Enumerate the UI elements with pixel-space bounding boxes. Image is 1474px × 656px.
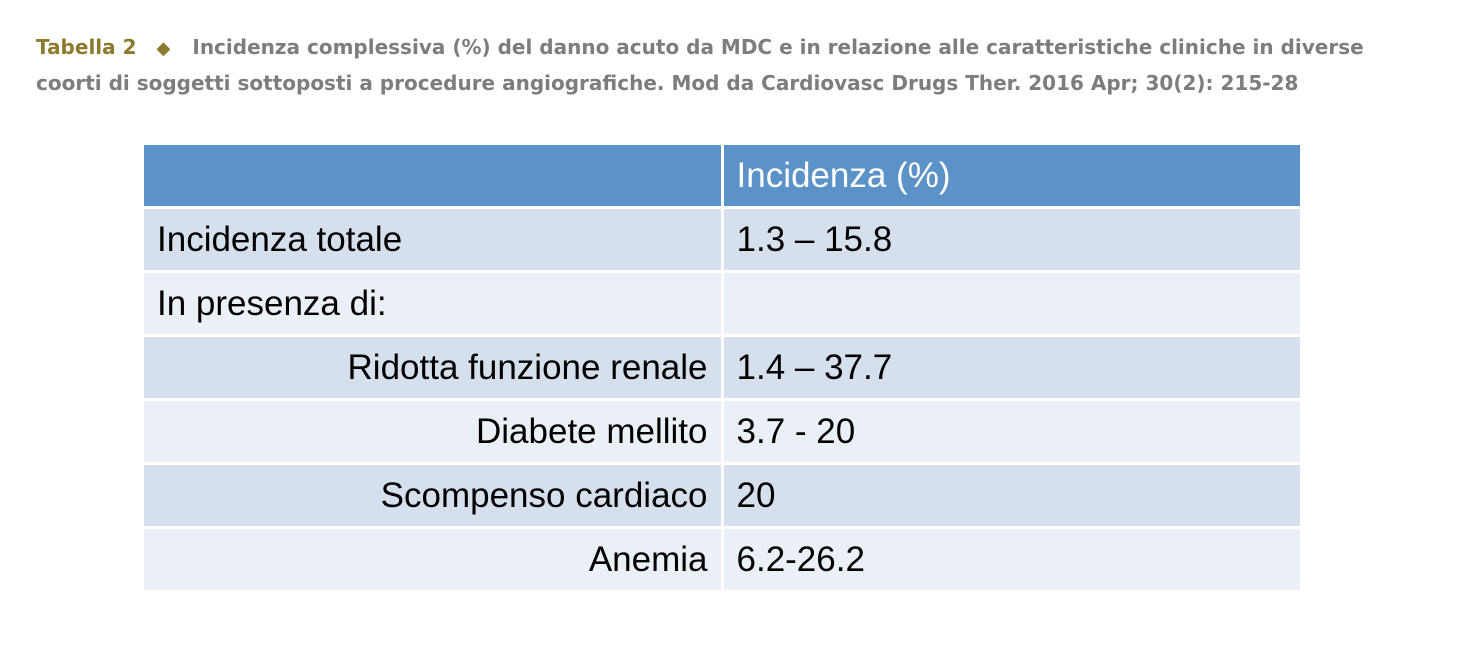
caption-text: Incidenza complessiva (%) del danno acut… xyxy=(36,35,1364,95)
table-header-row: Incidenza (%) xyxy=(144,145,1300,209)
row-label: Scompenso cardiaco xyxy=(144,462,724,529)
row-value: 20 xyxy=(722,462,1300,529)
row-label: Anemia xyxy=(144,526,724,593)
row-value: 3.7 - 20 xyxy=(722,398,1300,465)
row-value: 1.3 – 15.8 xyxy=(722,206,1300,273)
header-cell-incidenza: Incidenza (%) xyxy=(722,145,1300,209)
row-label: Incidenza totale xyxy=(144,206,724,273)
row-label: In presenza di: xyxy=(144,270,724,337)
row-label: Ridotta funzione renale xyxy=(144,334,724,401)
header-cell-label xyxy=(144,145,724,209)
diamond-bullet-icon: ◆ xyxy=(156,38,171,59)
incidence-table: Incidenza (%) Incidenza totale 1.3 – 15.… xyxy=(144,145,1300,593)
row-value: 1.4 – 37.7 xyxy=(722,334,1300,401)
caption-label: Tabella 2 xyxy=(36,35,137,59)
table-row: Incidenza totale 1.3 – 15.8 xyxy=(144,206,1300,273)
row-value: 6.2-26.2 xyxy=(722,526,1300,593)
row-value xyxy=(722,270,1300,337)
table-row: Ridotta funzione renale 1.4 – 37.7 xyxy=(144,334,1300,401)
table-caption: Tabella 2 ◆ Incidenza complessiva (%) del … xyxy=(36,30,1436,100)
table-row: Diabete mellito 3.7 - 20 xyxy=(144,398,1300,465)
table-row: In presenza di: xyxy=(144,270,1300,337)
table-row: Anemia 6.2-26.2 xyxy=(144,526,1300,593)
row-label: Diabete mellito xyxy=(144,398,724,465)
table-row: Scompenso cardiaco 20 xyxy=(144,462,1300,529)
